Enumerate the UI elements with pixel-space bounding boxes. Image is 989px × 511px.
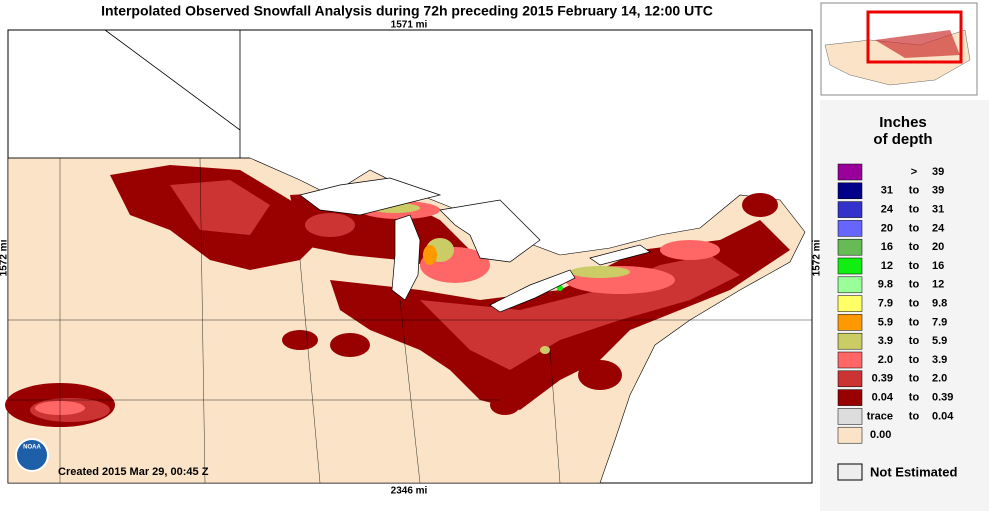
legend-swatch [837, 389, 863, 406]
legend-sep: to [909, 241, 920, 253]
legend-sep: to [909, 222, 920, 234]
inset-box [866, 10, 963, 64]
legend-high: 5.9 [932, 335, 947, 347]
legend-high: 9.8 [932, 298, 947, 310]
legend-swatch [837, 370, 863, 388]
legend-sep: to [909, 354, 920, 366]
legend-swatch [837, 332, 863, 350]
legend-low: 0.04 [872, 392, 894, 404]
legend-swatch [837, 238, 863, 256]
legend-high: 0.04 [932, 410, 954, 422]
legend-sep: to [909, 392, 920, 404]
inset-map [820, 2, 978, 96]
legend-low: 2.0 [878, 354, 893, 366]
title: Interpolated Observed Snowfall Analysis … [101, 3, 713, 19]
legend-sep: to [909, 316, 920, 328]
borders [8, 29, 250, 159]
not-estimated-label: Not Estimated [870, 464, 957, 479]
legend-sep: to [909, 373, 920, 385]
legend-high: 12 [932, 279, 944, 291]
legend-high: 20 [932, 241, 944, 253]
legend-high: 2.0 [932, 373, 947, 385]
legend-high: 7.9 [932, 316, 947, 328]
great-lakes [299, 177, 651, 313]
legend-high: 39 [932, 185, 944, 197]
legend-high: 3.9 [932, 354, 947, 366]
legend-low: 0.00 [870, 429, 891, 441]
inset-snow [875, 30, 960, 58]
legend-high: 24 [932, 222, 945, 234]
bottom-scale: 2346 mi [391, 486, 428, 497]
legend-swatch [837, 220, 863, 237]
legend-high: 31 [932, 204, 944, 216]
legend-high: 0.39 [932, 392, 953, 404]
legend-sep: to [909, 298, 920, 310]
legend-swatch [837, 314, 863, 331]
legend-high: 16 [932, 260, 944, 272]
legend-sep: to [909, 260, 920, 272]
legend-low: 16 [881, 241, 893, 253]
legend-sep: > [911, 166, 917, 178]
legend-low: 31 [881, 185, 893, 197]
state-lines [8, 157, 812, 484]
top-scale: 1571 mi [391, 20, 428, 31]
legend-low: 3.9 [878, 335, 893, 347]
legend-sep: to [909, 185, 920, 197]
legend-swatch [837, 201, 863, 218]
legend-sep: to [909, 279, 920, 291]
not-estimated-swatch [837, 463, 863, 481]
legend-low: 24 [881, 204, 894, 216]
logo-text: NOAA [23, 445, 41, 451]
noaa-logo [15, 438, 49, 472]
legend-swatch [837, 163, 863, 181]
legend-swatch [837, 295, 863, 312]
legend-swatch [837, 351, 863, 369]
legend-low: 20 [881, 222, 893, 234]
right-scale: 1572 mi [812, 239, 823, 276]
legend-low: 0.39 [872, 373, 893, 385]
legend-swatch [837, 408, 863, 425]
legend-sep: to [909, 204, 920, 216]
legend-low: 7.9 [878, 298, 893, 310]
legend-low: 9.8 [878, 279, 893, 291]
legend-low: 12 [881, 260, 893, 272]
legend-title: Inches [879, 114, 927, 131]
left-scale: 1572 mi [0, 239, 10, 276]
map: NOAA [5, 29, 813, 484]
legend-swatch [837, 276, 863, 294]
legend-swatch [837, 426, 863, 444]
legend-low: 5.9 [878, 316, 893, 328]
legend-low: trace [867, 410, 893, 422]
legend-sep: to [909, 335, 920, 347]
legend-title: of depth [873, 131, 932, 148]
legend-high: 39 [932, 166, 944, 178]
snow-peak [423, 245, 437, 265]
legend: Inches of depth Not Estimated >39 31 to 39 2… [820, 100, 989, 511]
legend-swatch [837, 257, 863, 275]
legend-sep: to [909, 410, 920, 422]
created-note: Created 2015 Mar 29, 00:45 Z [58, 466, 209, 478]
legend-swatch [837, 182, 863, 200]
